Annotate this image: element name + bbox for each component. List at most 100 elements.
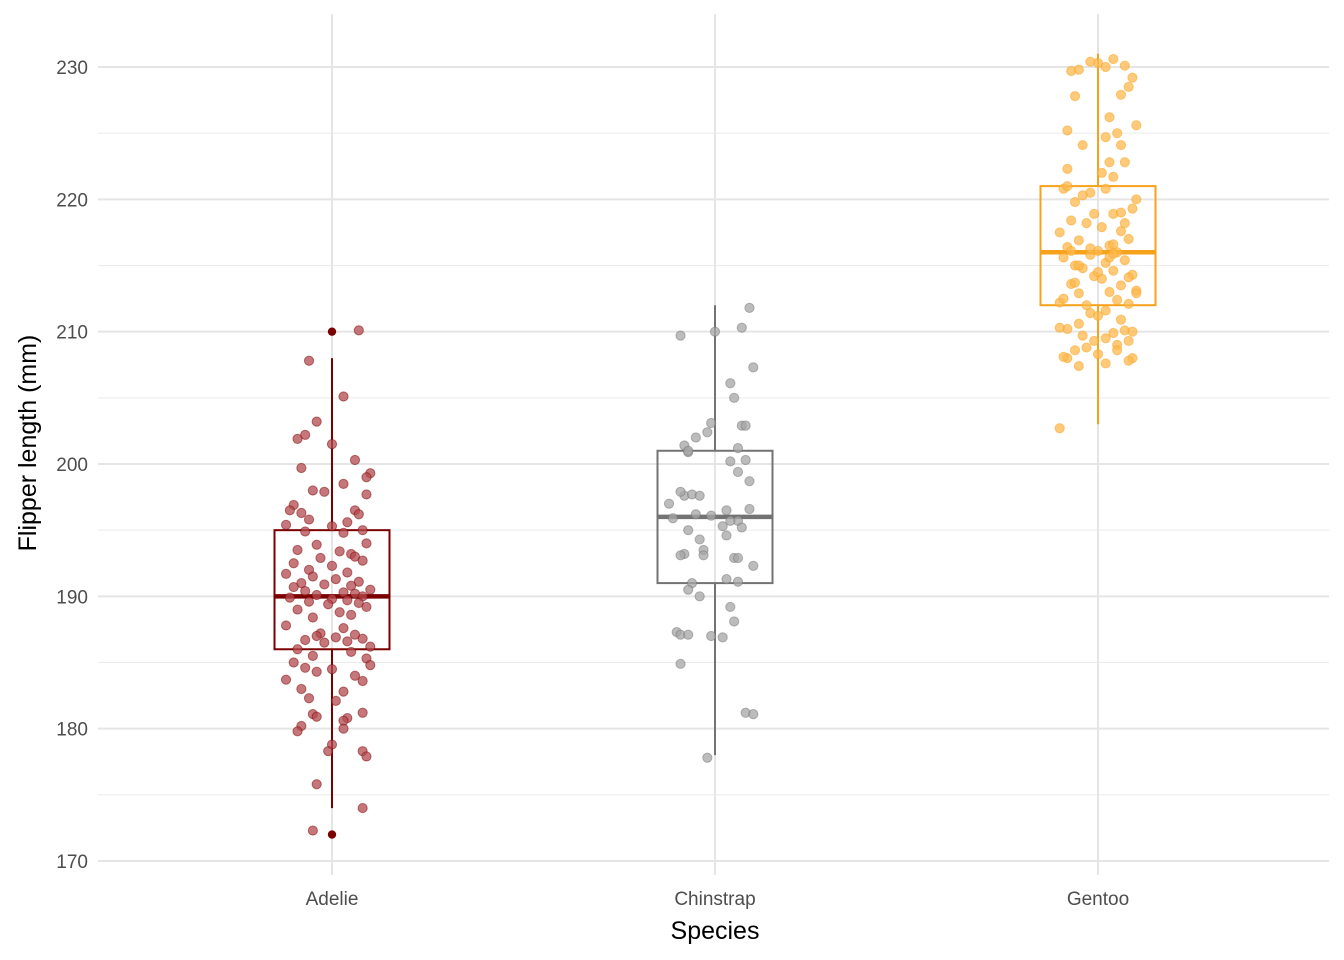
data-point-adelie (338, 686, 349, 697)
x-axis-tick-labels: Adelie Chinstrap Gentoo (306, 889, 1130, 910)
data-point-chinstrap (736, 522, 747, 533)
data-point-adelie (338, 391, 349, 402)
data-point-adelie (307, 825, 318, 836)
data-point-gentoo (1123, 335, 1134, 347)
data-point-chinstrap (683, 525, 694, 536)
data-point-gentoo (1092, 267, 1104, 278)
data-point-gentoo (1127, 203, 1138, 214)
data-point-adelie (319, 486, 330, 497)
data-point-gentoo (1131, 288, 1142, 299)
data-point-gentoo (1108, 239, 1119, 250)
data-point-gentoo (1096, 167, 1107, 178)
data-point-adelie (361, 489, 372, 500)
data-point-chinstrap (683, 445, 694, 456)
data-point-adelie (330, 632, 341, 643)
outlier-point (327, 830, 337, 839)
data-point-gentoo (1092, 310, 1104, 321)
data-point-gentoo (1062, 181, 1073, 192)
data-point-adelie (357, 802, 368, 814)
data-point-adelie (346, 609, 357, 620)
data-point-adelie (323, 746, 334, 757)
data-point-adelie (300, 585, 311, 597)
data-point-gentoo (1115, 207, 1127, 218)
data-point-adelie (353, 509, 364, 520)
data-point-gentoo (1069, 196, 1081, 208)
data-point-adelie (349, 454, 361, 466)
data-point-adelie (365, 641, 376, 652)
data-point-chinstrap (690, 509, 701, 520)
data-point-chinstrap (683, 629, 694, 640)
y-tick-label: 170 (56, 852, 88, 873)
data-point-adelie (334, 546, 345, 557)
data-point-chinstrap (683, 584, 694, 595)
y-tick-label: 200 (56, 455, 88, 476)
data-point-adelie (307, 571, 318, 582)
data-point-adelie (334, 607, 345, 618)
data-point-adelie (311, 589, 322, 601)
data-point-adelie (326, 664, 338, 675)
data-point-adelie (280, 674, 292, 685)
data-point-chinstrap (732, 466, 744, 478)
data-point-gentoo (1073, 260, 1084, 271)
data-point-gentoo (1104, 157, 1115, 168)
data-point-adelie (338, 478, 349, 489)
data-point-adelie (311, 779, 322, 790)
data-point-gentoo (1058, 252, 1069, 263)
data-point-adelie (330, 574, 341, 585)
data-point-chinstrap (744, 503, 755, 515)
data-point-adelie (292, 544, 303, 556)
data-point-gentoo (1062, 125, 1073, 136)
x-tick-label: Gentoo (1067, 889, 1129, 910)
data-point-chinstrap (667, 513, 678, 524)
data-point-gentoo (1073, 235, 1084, 246)
outlier-point (327, 327, 337, 336)
data-point-adelie (292, 726, 303, 737)
data-point-chinstrap (725, 456, 736, 467)
data-point-gentoo (1054, 322, 1065, 333)
x-axis-title: Species (671, 917, 760, 945)
data-point-adelie (365, 584, 376, 595)
data-point-adelie (326, 560, 338, 571)
data-point-chinstrap (721, 574, 732, 585)
y-tick-label: 230 (56, 58, 88, 79)
data-point-adelie (300, 526, 311, 537)
data-point-gentoo (1115, 280, 1127, 291)
data-point-gentoo (1073, 360, 1084, 372)
data-point-adelie (311, 666, 322, 677)
data-point-adelie (353, 325, 364, 336)
data-point-adelie (296, 507, 307, 519)
data-point-gentoo (1108, 265, 1119, 276)
data-point-chinstrap (717, 521, 728, 532)
data-point-gentoo (1073, 64, 1084, 75)
data-point-adelie (303, 355, 315, 366)
data-point-gentoo (1112, 294, 1123, 306)
data-point-gentoo (1069, 91, 1081, 102)
data-point-adelie (326, 439, 338, 450)
data-point-chinstrap (732, 576, 744, 587)
data-point-chinstrap (709, 326, 721, 337)
data-point-gentoo (1104, 112, 1115, 123)
data-point-chinstrap (706, 630, 717, 642)
data-point-adelie (330, 695, 341, 706)
data-point-chinstrap (698, 550, 709, 561)
y-tick-label: 190 (56, 587, 88, 608)
data-point-adelie (357, 525, 368, 536)
data-point-adelie (342, 517, 353, 528)
data-point-chinstrap (729, 392, 740, 403)
data-point-chinstrap (706, 417, 717, 429)
data-point-gentoo (1077, 190, 1088, 201)
data-point-gentoo (1077, 139, 1088, 151)
data-point-gentoo (1100, 132, 1111, 143)
data-point-chinstrap (675, 550, 686, 561)
data-point-chinstrap (702, 427, 713, 438)
data-point-gentoo (1108, 327, 1119, 339)
data-point-gentoo (1073, 318, 1084, 329)
data-point-chinstrap (744, 302, 755, 313)
data-point-adelie (280, 519, 292, 530)
data-point-adelie (361, 751, 372, 762)
y-axis-tick-labels: 170 180 190 200 210 220 230 (56, 58, 88, 873)
data-point-chinstrap (706, 510, 717, 521)
y-tick-label: 220 (56, 190, 88, 211)
data-point-chinstrap (732, 443, 744, 454)
data-point-gentoo (1119, 60, 1130, 71)
